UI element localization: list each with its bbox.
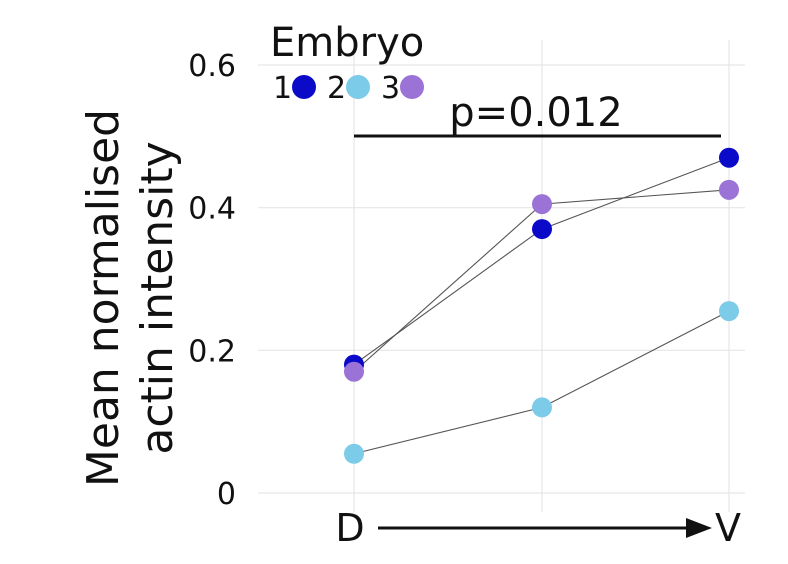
data-point-3 [532,194,552,215]
y-tick-label: 0.6 [188,49,236,84]
y-axis-title-line2: actin intensity [132,141,183,454]
x-end-label: V [715,506,741,550]
legend-label-1: 1 [273,71,292,106]
y-tick-label: 0.2 [188,334,236,369]
data-point-2 [344,443,364,464]
series-points [344,147,739,464]
y-tick-label: 0 [217,477,236,512]
data-point-3 [344,361,364,382]
x-start-label: D [335,506,364,550]
y-axis-title-line1: Mean normalised [78,109,129,487]
legend-marker-2 [346,75,370,99]
data-point-1 [532,219,552,240]
legend-title: Embryo [270,20,424,66]
y-tick-labels: 0 0.2 0.4 0.6 [188,49,236,512]
legend-marker-1 [292,75,316,99]
grid-lines [258,40,745,512]
y-tick-label: 0.4 [188,192,236,227]
data-point-1 [719,147,739,168]
arrowhead-icon [686,518,712,538]
data-point-2 [719,301,739,322]
legend-label-3: 3 [381,71,400,106]
data-point-2 [532,397,552,418]
legend-marker-3 [400,75,424,99]
p-value-label: p=0.012 [449,90,622,136]
data-point-3 [719,179,739,200]
legend-label-2: 2 [327,71,346,106]
